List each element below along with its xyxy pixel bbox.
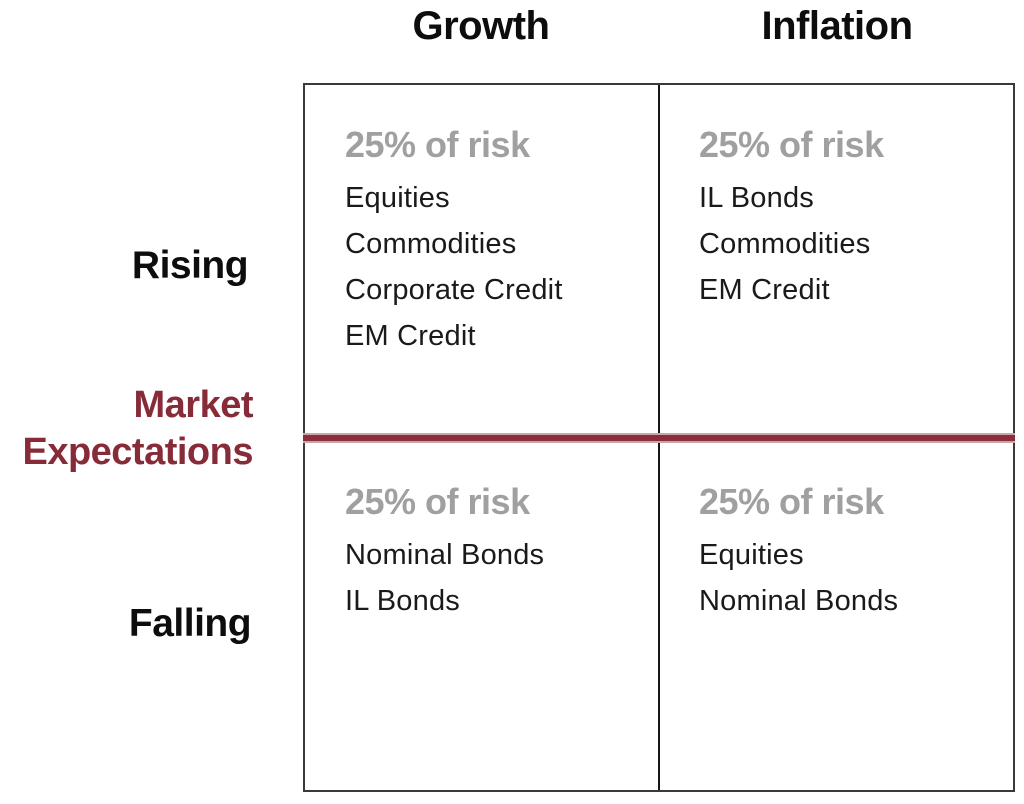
asset-list: Equities Commodities Corporate Credit EM Cr… [345, 175, 649, 359]
horizontal-expectations-line [303, 432, 1015, 443]
asset-item: Nominal Bonds [345, 538, 545, 571]
axis-label-line1: Market [133, 384, 254, 426]
asset-item: Equities [699, 538, 804, 571]
quadrant-growth-rising: 25% of risk Equities Commodities Corporate… [305, 85, 659, 438]
risk-share-label: 25% of risk [699, 480, 884, 522]
asset-item: EM Credit [699, 274, 830, 306]
asset-item: Equities [345, 182, 450, 214]
asset-item: IL Bonds [699, 182, 814, 214]
asset-item: Commodities [345, 228, 517, 260]
asset-item: IL Bonds [345, 584, 460, 617]
row-label-falling: Falling [128, 602, 252, 645]
column-header-inflation: Inflation [761, 4, 913, 48]
quadrant-growth-falling: 25% of risk Nominal Bonds IL Bonds [305, 438, 659, 791]
asset-list: Nominal Bonds IL Bonds [345, 532, 649, 624]
asset-item: Corporate Credit [345, 274, 563, 306]
risk-share-label: 25% of risk [699, 124, 884, 165]
column-header-growth: Growth [412, 4, 550, 48]
quadrant-inflation-rising: 25% of risk IL Bonds Commodities EM Credit [659, 85, 1013, 438]
quadrant-matrix: 25% of risk Equities Commodities Corporate… [303, 83, 1015, 792]
asset-item: Nominal Bonds [699, 584, 899, 617]
risk-share-label: 25% of risk [345, 124, 530, 165]
risk-share-label: 25% of risk [345, 480, 530, 522]
asset-item: EM Credit [345, 320, 476, 352]
axis-label-line2: Expectations [22, 431, 253, 473]
asset-list: Equities Nominal Bonds [699, 532, 1003, 624]
row-label-rising: Rising [131, 244, 249, 287]
axis-label-market-expectations: Market Expectations [22, 382, 253, 476]
asset-list: IL Bonds Commodities EM Credit [699, 175, 1003, 313]
asset-item: Commodities [699, 228, 871, 260]
quadrant-inflation-falling: 25% of risk Equities Nominal Bonds [659, 438, 1013, 791]
